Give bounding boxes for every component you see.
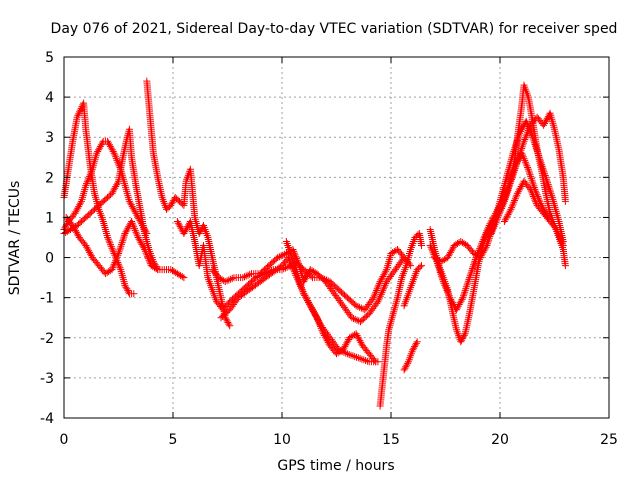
series-arc8 xyxy=(217,254,382,366)
x-axis-title: GPS time / hours xyxy=(277,458,394,474)
y-tick-label: 4 xyxy=(45,90,54,106)
series-arc18 xyxy=(500,177,567,249)
marker-path xyxy=(400,262,425,310)
series-arc6 xyxy=(173,218,295,314)
marker-path xyxy=(217,254,382,366)
marker-path xyxy=(400,338,421,374)
series-arc13 xyxy=(400,338,421,374)
y-tick-label: -3 xyxy=(40,371,54,387)
series-arc5 xyxy=(143,77,234,330)
data-points xyxy=(60,77,569,410)
plot-frame xyxy=(63,56,610,419)
x-axis: 0 5 10 15 20 25 xyxy=(60,57,618,448)
x-tick-label: 20 xyxy=(491,432,509,448)
y-tick-label: 0 xyxy=(45,251,54,267)
y-tick-label: 1 xyxy=(45,210,54,226)
y-tick-label: -4 xyxy=(40,411,54,427)
x-tick-label: 0 xyxy=(60,432,69,448)
marker-path xyxy=(487,109,569,237)
marker-path xyxy=(173,218,295,314)
series-arc17 xyxy=(487,109,569,237)
y-tick-label: -1 xyxy=(40,291,54,307)
series-arc10 xyxy=(291,246,415,314)
y-tick-label: 2 xyxy=(45,170,54,186)
series-arc11 xyxy=(376,230,425,410)
chart-title: Day 076 of 2021, Sidereal Day-to-day VTE… xyxy=(51,21,618,37)
y-tick-label: 5 xyxy=(45,50,54,66)
y-axis-title: SDTVAR / TECUs xyxy=(7,181,23,296)
x-tick-label: 25 xyxy=(600,432,618,448)
series-arc12 xyxy=(400,262,425,310)
marker-path xyxy=(143,77,234,330)
x-tick-label: 15 xyxy=(382,432,400,448)
x-tick-label: 10 xyxy=(273,432,291,448)
x-tick-label: 5 xyxy=(169,432,178,448)
marker-path xyxy=(376,230,425,410)
marker-path xyxy=(500,177,567,249)
y-tick-label: 3 xyxy=(45,130,54,146)
y-tick-label: -2 xyxy=(40,331,54,347)
marker-path xyxy=(291,246,415,314)
y-axis: -4 -3 -2 -1 0 1 2 3 4 5 xyxy=(40,50,609,427)
